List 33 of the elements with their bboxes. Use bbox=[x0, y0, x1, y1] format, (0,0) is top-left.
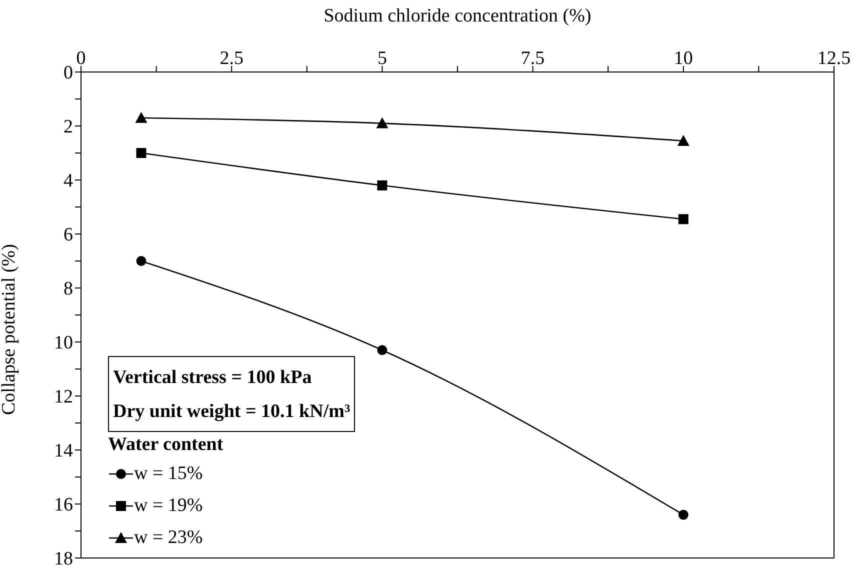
point bbox=[678, 214, 688, 224]
point bbox=[678, 510, 688, 520]
y-tick-label: 16 bbox=[54, 494, 73, 516]
point bbox=[677, 134, 690, 146]
point bbox=[376, 117, 388, 128]
point bbox=[136, 256, 146, 266]
legend-label: w = 19% bbox=[134, 495, 203, 517]
note-box: Vertical stress = 100 kPa Dry unit weight = 10.1 kN/m³ bbox=[108, 356, 356, 432]
y-tick-label: 14 bbox=[54, 440, 74, 462]
x-tick-label: 7.5 bbox=[520, 48, 545, 69]
y-axis-title: Collapse potential (%) bbox=[0, 244, 20, 415]
y-tick-label: 0 bbox=[64, 62, 73, 84]
x-tick-label: 2.5 bbox=[220, 48, 244, 69]
legend-label: w = 23% bbox=[134, 527, 203, 549]
x-axis-title: Sodium chloride concentration (%) bbox=[324, 5, 592, 26]
x-tick-label: 12.5 bbox=[817, 48, 851, 69]
legend-title: Water content bbox=[108, 434, 224, 456]
y-tick-label: 10 bbox=[54, 332, 73, 354]
point bbox=[377, 345, 388, 356]
x-tick-label: 10 bbox=[674, 48, 693, 69]
y-tick-label: 12 bbox=[54, 386, 73, 408]
y-tick-label: 4 bbox=[64, 170, 74, 192]
x-tick-label: 5 bbox=[377, 48, 387, 69]
legend-label: w = 15% bbox=[134, 463, 203, 485]
y-tick-label: 2 bbox=[64, 116, 73, 138]
y-tick-label: 18 bbox=[54, 548, 73, 570]
point bbox=[135, 112, 148, 123]
y-tick-label: 8 bbox=[64, 278, 73, 300]
annotation: Dry unit weight = 10.1 kN/m³ bbox=[113, 400, 350, 424]
y-tick-label: 6 bbox=[64, 224, 73, 246]
point bbox=[136, 148, 146, 158]
point bbox=[377, 180, 388, 190]
annotation: Vertical stress = 100 kPa bbox=[113, 366, 313, 390]
